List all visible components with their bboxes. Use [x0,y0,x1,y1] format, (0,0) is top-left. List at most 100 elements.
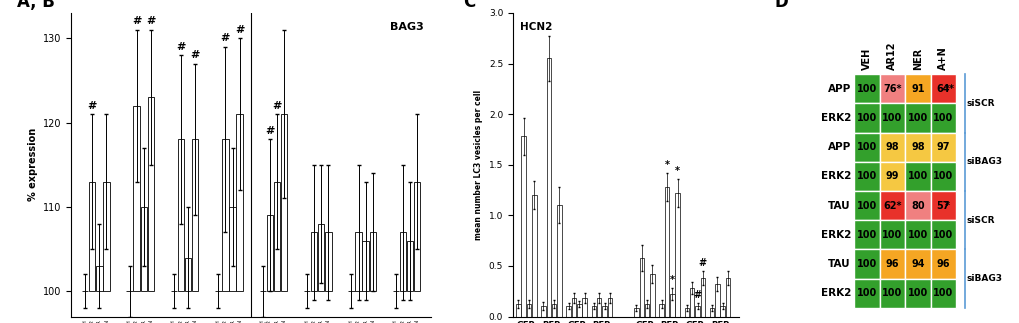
Bar [719,307,725,317]
Text: A, B: A, B [17,0,55,11]
Bar [644,304,649,317]
Bar [407,241,413,291]
Text: 100: 100 [932,230,953,240]
Bar [878,278,904,308]
Text: A+N: A+N [937,46,948,70]
Text: siSCR: siSCR [965,99,994,108]
Text: AR12: AR12 [178,319,183,323]
Bar [148,97,154,291]
Text: AR12: AR12 [400,319,406,323]
Text: 12+N: 12+N [193,319,198,323]
Bar [929,220,955,249]
Bar [89,182,96,291]
Bar [904,74,929,103]
Bar [526,304,531,317]
Text: VEH: VEH [348,319,354,323]
Text: NER: NER [230,319,234,323]
Bar [399,232,406,291]
Bar [273,182,280,291]
Text: VEH: VEH [861,47,871,70]
Text: 100: 100 [881,288,902,298]
Bar [582,298,586,317]
Text: *: * [944,201,949,211]
Bar [878,103,904,133]
Text: *: * [675,166,680,176]
Bar [229,207,235,291]
Text: 97: 97 [935,142,950,152]
Bar [929,103,955,133]
Text: 100: 100 [881,113,902,123]
Text: siBAG3: siBAG3 [965,274,1002,283]
Text: 91: 91 [910,84,923,94]
Text: #: # [146,16,155,26]
Text: ERK2: ERK2 [819,288,850,298]
Bar [929,74,955,103]
Text: 64: 64 [935,84,950,94]
Text: 62*: 62* [882,201,901,211]
Text: NER: NER [408,319,412,323]
Text: AR12: AR12 [267,319,272,323]
Text: 12+N: 12+N [415,319,419,323]
Text: NER: NER [141,319,146,323]
Text: APP: APP [826,142,850,152]
Bar [853,103,878,133]
Text: VEH: VEH [171,319,176,323]
Bar [878,220,904,249]
Text: VEH: VEH [216,319,220,323]
Text: 12+N: 12+N [370,319,375,323]
Text: #: # [176,42,185,52]
Text: #: # [234,25,245,35]
Text: 12+N: 12+N [325,319,330,323]
Bar [664,187,668,317]
Text: #: # [191,50,200,60]
Bar [904,103,929,133]
Text: #: # [272,101,281,111]
Bar [658,304,663,317]
Bar [853,220,878,249]
Text: 100: 100 [856,230,876,240]
Text: C: C [463,0,475,11]
Text: 96: 96 [884,259,898,269]
Text: 80: 80 [910,201,924,211]
Bar [141,207,147,291]
Text: 100: 100 [907,172,927,182]
Text: D: D [774,0,788,11]
Bar [551,304,555,317]
Text: NER: NER [363,319,368,323]
Bar [904,133,929,162]
Bar [853,162,878,191]
Text: TAU: TAU [827,259,850,269]
Bar [649,274,654,317]
Text: VEH: VEH [83,319,88,323]
Text: NER: NER [274,319,279,323]
Bar [853,191,878,220]
Text: 100: 100 [907,113,927,123]
Bar [591,307,595,317]
Bar [596,298,601,317]
Text: ERK2: ERK2 [819,113,850,123]
Bar [369,232,376,291]
Bar [853,278,878,308]
Bar [904,278,929,308]
Text: AR12: AR12 [223,319,227,323]
Bar [601,307,606,317]
Text: NER: NER [912,47,922,70]
Bar [556,205,561,317]
Bar [184,257,192,291]
Text: 96: 96 [935,259,950,269]
Bar [546,58,550,317]
Bar [325,232,331,291]
Text: 98: 98 [884,142,898,152]
Text: 100: 100 [932,172,953,182]
Text: AR12: AR12 [356,319,361,323]
Text: 12+N: 12+N [236,319,242,323]
Text: AR12: AR12 [135,319,139,323]
Text: VEH: VEH [305,319,310,323]
Text: HCN2: HCN2 [520,22,551,32]
Bar [607,298,611,317]
Text: BAG3: BAG3 [389,22,423,32]
Bar [904,220,929,249]
Text: 100: 100 [856,113,876,123]
Text: 100: 100 [856,84,876,94]
Bar [904,249,929,278]
